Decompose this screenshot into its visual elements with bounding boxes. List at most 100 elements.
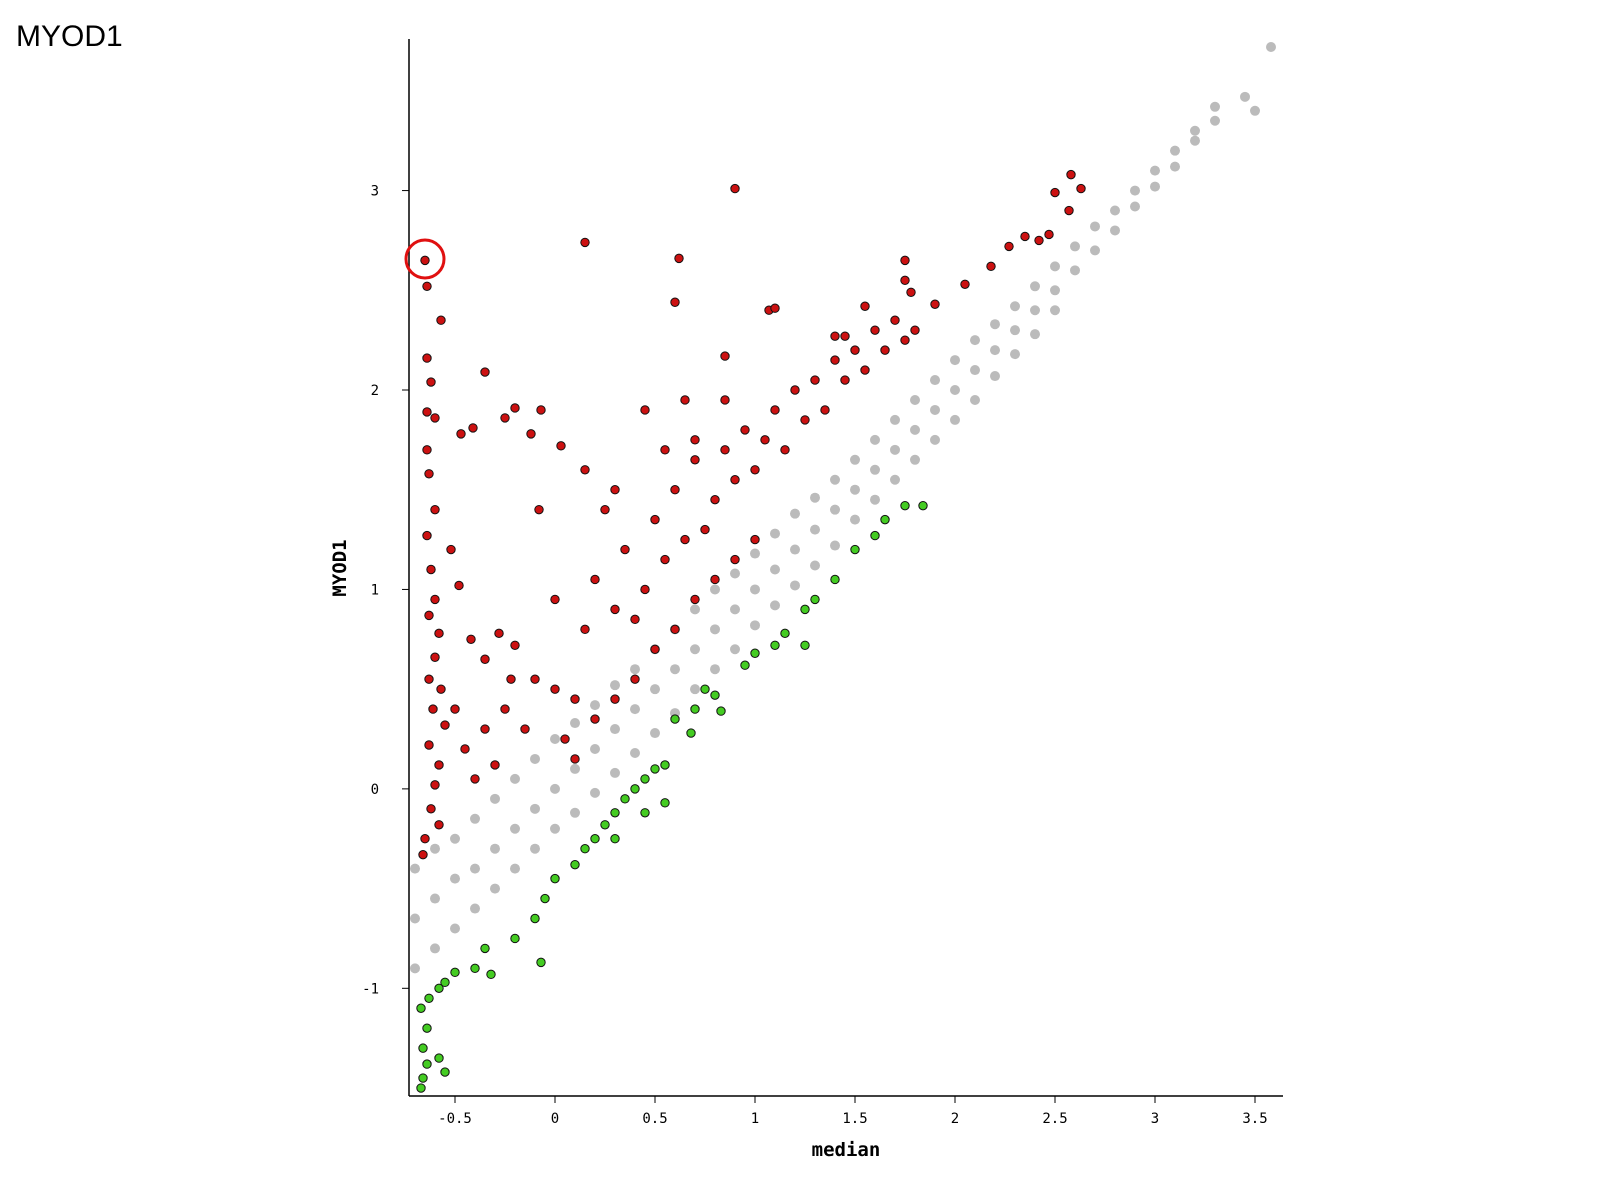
point bbox=[550, 684, 560, 694]
point bbox=[1050, 261, 1060, 272]
point bbox=[1130, 201, 1140, 212]
point bbox=[700, 524, 710, 535]
point bbox=[430, 843, 440, 854]
point bbox=[590, 743, 600, 754]
point bbox=[450, 833, 460, 844]
point bbox=[540, 893, 550, 904]
point bbox=[750, 548, 760, 559]
point bbox=[1170, 161, 1180, 172]
point bbox=[426, 377, 436, 387]
point bbox=[1110, 205, 1120, 216]
x-tick-label: 1 bbox=[751, 1111, 759, 1127]
point bbox=[490, 760, 500, 770]
point bbox=[610, 767, 620, 778]
point bbox=[440, 720, 450, 730]
point bbox=[770, 528, 780, 539]
point bbox=[620, 544, 630, 555]
point bbox=[900, 255, 910, 266]
point bbox=[534, 504, 544, 515]
point bbox=[906, 287, 916, 297]
point bbox=[890, 474, 900, 485]
point bbox=[550, 823, 560, 834]
point bbox=[830, 540, 840, 551]
point bbox=[1090, 245, 1100, 256]
point bbox=[730, 554, 740, 565]
point bbox=[550, 594, 560, 605]
y-axis-label: MYOD1 bbox=[329, 539, 351, 596]
point bbox=[720, 395, 730, 405]
point bbox=[930, 434, 940, 445]
point bbox=[450, 704, 460, 714]
point bbox=[610, 808, 620, 818]
point bbox=[450, 967, 460, 978]
point bbox=[580, 844, 590, 854]
point bbox=[860, 365, 870, 375]
point bbox=[530, 843, 540, 854]
point bbox=[700, 684, 710, 694]
point bbox=[870, 464, 880, 475]
point bbox=[590, 574, 600, 585]
point bbox=[416, 1083, 426, 1093]
point bbox=[740, 425, 750, 435]
point bbox=[670, 485, 680, 495]
point bbox=[790, 580, 800, 591]
point bbox=[470, 963, 480, 974]
point bbox=[1070, 241, 1080, 252]
point bbox=[450, 873, 460, 884]
point bbox=[1130, 185, 1140, 196]
point bbox=[690, 704, 700, 714]
point bbox=[790, 508, 800, 519]
point bbox=[530, 753, 540, 764]
point bbox=[426, 804, 436, 814]
page-title: MYOD1 bbox=[16, 20, 123, 53]
point bbox=[424, 610, 434, 621]
x-axis-label: median bbox=[812, 1139, 881, 1161]
y-tick-label: 1 bbox=[371, 582, 379, 598]
point bbox=[810, 594, 820, 605]
point bbox=[810, 492, 820, 503]
point bbox=[510, 823, 520, 834]
point bbox=[434, 760, 444, 770]
point bbox=[410, 963, 420, 974]
point bbox=[610, 834, 620, 844]
point bbox=[1064, 205, 1074, 216]
point bbox=[710, 624, 720, 635]
point bbox=[530, 674, 540, 684]
point bbox=[990, 345, 1000, 356]
point bbox=[1004, 241, 1014, 252]
point bbox=[870, 434, 880, 445]
point bbox=[970, 335, 980, 346]
point bbox=[520, 724, 530, 734]
point bbox=[990, 371, 1000, 382]
point bbox=[1010, 349, 1020, 360]
point bbox=[690, 455, 700, 465]
point bbox=[1030, 329, 1040, 340]
point bbox=[430, 652, 440, 662]
point bbox=[960, 279, 970, 290]
point bbox=[430, 504, 440, 515]
point bbox=[740, 660, 750, 670]
point bbox=[670, 714, 680, 724]
highlight-ring bbox=[404, 238, 446, 280]
point bbox=[930, 404, 940, 415]
point bbox=[750, 534, 760, 545]
point bbox=[800, 604, 810, 615]
point bbox=[1010, 301, 1020, 312]
point bbox=[910, 394, 920, 405]
point bbox=[830, 355, 840, 365]
point bbox=[530, 913, 540, 924]
point bbox=[1150, 181, 1160, 192]
point bbox=[690, 594, 700, 605]
point bbox=[670, 624, 680, 635]
point bbox=[640, 584, 650, 595]
point bbox=[1190, 135, 1200, 146]
point bbox=[810, 560, 820, 571]
point bbox=[460, 744, 470, 754]
point bbox=[510, 773, 520, 784]
point bbox=[630, 704, 640, 715]
point bbox=[560, 734, 570, 744]
point bbox=[760, 435, 770, 445]
point bbox=[490, 883, 500, 894]
point bbox=[536, 957, 546, 968]
